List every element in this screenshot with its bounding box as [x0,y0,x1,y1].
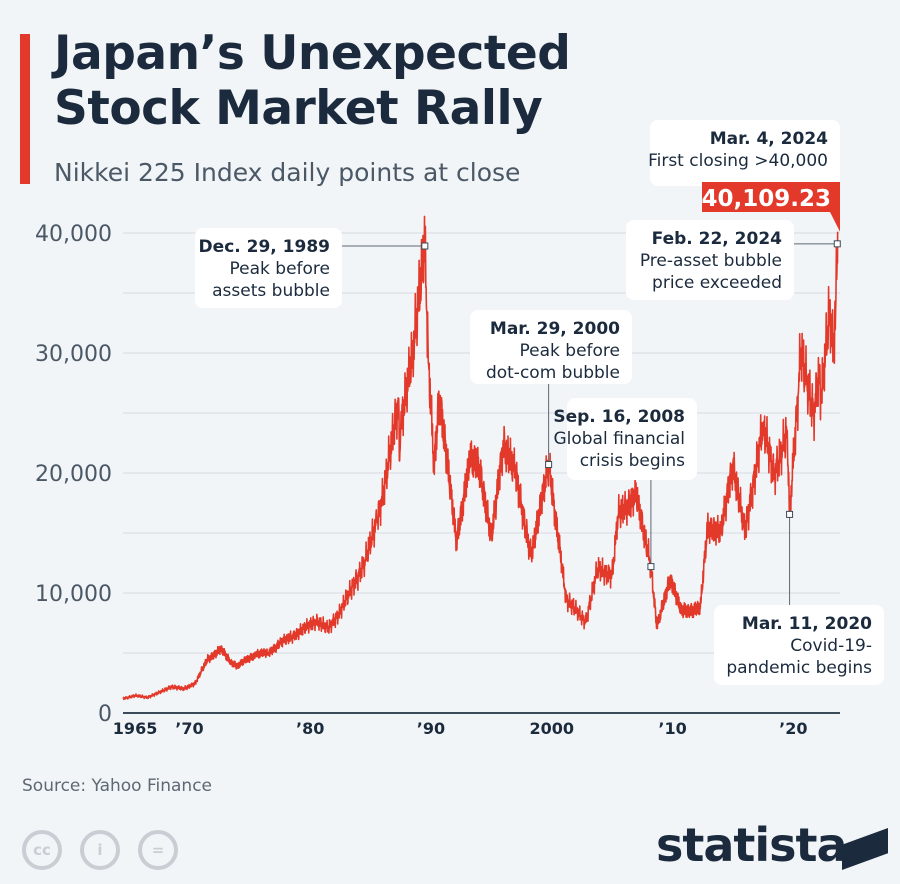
cc-icon: cc [22,830,62,870]
annotation-date: Mar. 4, 2024 [710,129,828,149]
annotation-marker [545,461,553,469]
annotation-text: Covid-19- [790,636,872,656]
annotation-box [626,220,794,300]
accent-bar [20,34,30,184]
x-tick-label: ’10 [658,719,686,738]
source-note: Source: Yahoo Finance [22,776,212,796]
y-tick-label: 0 [98,702,112,727]
y-tick-label: 10,000 [35,582,112,607]
annotation-date: Mar. 29, 2000 [490,319,620,339]
annotation-text: dot-com bubble [486,363,620,383]
annotation-text: crisis begins [580,451,685,471]
x-tick-label: 1965 [113,719,158,738]
annotation-text: Pre-asset bubble [640,251,782,271]
x-tick-label: ’90 [417,719,445,738]
annotation-marker [833,240,841,248]
annotation-text: assets bubble [212,281,330,301]
annotation-box [195,228,342,308]
y-tick-label: 40,000 [35,222,112,247]
annotation-marker [647,563,655,571]
annotation-marker [421,242,429,250]
value-callout-label: 40,109.23 [702,186,832,212]
annotation-text: Peak before [520,341,620,361]
title-line-2: Stock Market Rally [54,81,543,136]
annotation-marker [786,510,794,518]
attribution-icon: i [80,830,120,870]
y-tick-label: 20,000 [35,462,112,487]
y-tick-label: 30,000 [35,342,112,367]
annotation-date: Mar. 11, 2020 [742,614,872,634]
annotation-box [650,120,840,186]
annotation-text: Peak before [230,259,330,279]
annotation-text: First closing >40,000 [648,151,828,171]
title-line-1: Japan’s Unexpected [54,26,571,81]
nikkei-series-line [122,215,839,701]
annotation-box [567,398,697,480]
x-tick-label: ’20 [779,719,807,738]
annotation-text: pandemic begins [726,658,872,678]
chart-subtitle: Nikkei 225 Index daily points at close [54,158,521,187]
x-tick-label: 2000 [529,719,574,738]
x-tick-label: ’80 [296,719,324,738]
annotation-date: Dec. 29, 1989 [199,237,330,257]
statista-logo: statista [656,818,848,872]
x-tick-label: ’70 [175,719,203,738]
annotation-text: Global financial [553,429,685,449]
no-derivatives-icon: = [138,830,178,870]
annotation-text: price exceeded [652,273,782,293]
value-callout [702,182,840,232]
annotation-box [714,605,884,685]
annotation-date: Sep. 16, 2008 [553,407,685,427]
annotation-box [470,310,632,384]
annotation-date: Feb. 22, 2024 [652,229,783,249]
chart-title: Japan’s Unexpected Stock Market Rally [54,26,571,136]
